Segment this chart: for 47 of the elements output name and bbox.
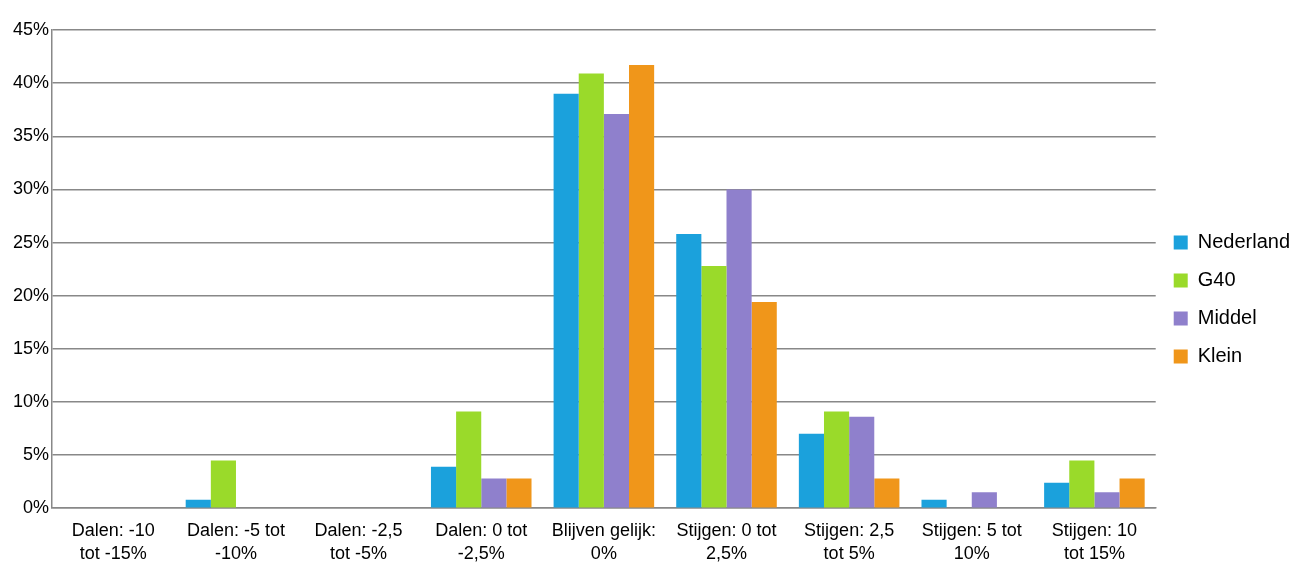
bar — [578, 73, 604, 508]
legend-label: Middel — [1197, 306, 1257, 329]
y-tick-label: 0% — [23, 497, 50, 518]
legend-label: G40 — [1197, 268, 1236, 291]
x-tick-label: Stijgen: 0 tot 2,5% — [676, 519, 777, 564]
y-tick-label: 20% — [13, 284, 50, 305]
bar — [798, 433, 824, 508]
x-tick-label: Dalen: -2,5 tot -5% — [314, 519, 403, 564]
y-tick-label: 25% — [13, 231, 50, 252]
bar — [506, 478, 532, 508]
bar — [1044, 482, 1070, 508]
bar — [824, 411, 850, 508]
y-tick-label: 40% — [13, 72, 50, 93]
bar — [430, 466, 457, 508]
bar — [553, 93, 579, 508]
bar — [456, 411, 482, 508]
x-tick-label: Dalen: -10 tot -15% — [71, 519, 155, 564]
x-tick-label: Blijven gelijk: 0% — [551, 519, 656, 564]
bar — [751, 302, 777, 508]
legend-label: Nederland — [1197, 230, 1291, 253]
x-tick-label: Stijgen: 2,5 tot 5% — [804, 519, 895, 564]
x-tick-label: Dalen: -5 tot -10% — [186, 519, 286, 564]
x-tick-label: Stijgen: 10 tot 15% — [1051, 519, 1137, 564]
x-tick-label: Dalen: 0 tot -2,5% — [435, 519, 528, 564]
bar — [210, 460, 236, 508]
y-tick-label: 35% — [13, 125, 50, 146]
bar — [874, 478, 900, 508]
legend-label: Klein — [1197, 344, 1243, 367]
bar — [481, 478, 507, 508]
y-tick-label: 15% — [13, 337, 50, 358]
bar — [1069, 460, 1095, 508]
bar — [603, 113, 630, 508]
bar — [1094, 492, 1120, 508]
bar — [921, 499, 947, 508]
bar — [726, 189, 752, 508]
x-tick-label: Stijgen: 5 tot 10% — [921, 519, 1022, 564]
y-tick-label: 30% — [13, 178, 50, 199]
bar — [676, 234, 702, 508]
bar — [1119, 478, 1145, 508]
bar — [971, 492, 997, 508]
y-tick-label: 45% — [13, 18, 50, 39]
y-tick-label: 10% — [13, 390, 50, 411]
bar — [629, 65, 655, 508]
bar — [701, 265, 727, 508]
y-tick-label: 5% — [23, 444, 50, 465]
bar — [185, 499, 211, 508]
bar — [849, 416, 875, 508]
